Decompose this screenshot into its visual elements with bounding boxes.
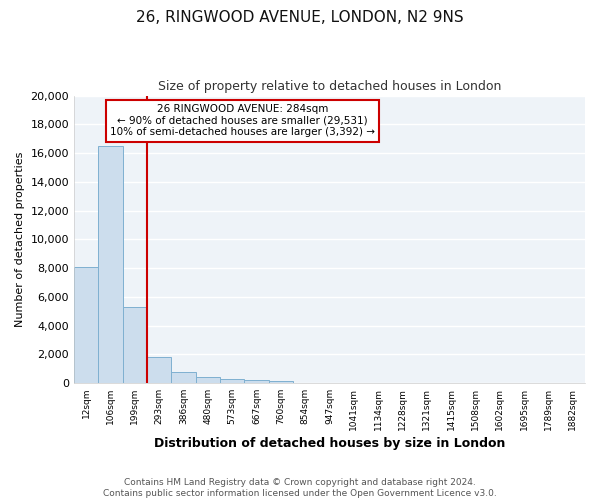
- Bar: [269, 381, 293, 383]
- Text: 26, RINGWOOD AVENUE, LONDON, N2 9NS: 26, RINGWOOD AVENUE, LONDON, N2 9NS: [136, 10, 464, 25]
- Y-axis label: Number of detached properties: Number of detached properties: [15, 152, 25, 327]
- Bar: [196, 378, 220, 383]
- Bar: [123, 307, 147, 383]
- Bar: [220, 380, 244, 383]
- Bar: [244, 380, 269, 383]
- X-axis label: Distribution of detached houses by size in London: Distribution of detached houses by size …: [154, 437, 505, 450]
- Bar: [147, 357, 172, 383]
- Text: Contains HM Land Registry data © Crown copyright and database right 2024.
Contai: Contains HM Land Registry data © Crown c…: [103, 478, 497, 498]
- Bar: [172, 372, 196, 383]
- Bar: [98, 146, 123, 383]
- Bar: [74, 266, 98, 383]
- Title: Size of property relative to detached houses in London: Size of property relative to detached ho…: [158, 80, 501, 93]
- Text: 26 RINGWOOD AVENUE: 284sqm
← 90% of detached houses are smaller (29,531)
10% of : 26 RINGWOOD AVENUE: 284sqm ← 90% of deta…: [110, 104, 375, 138]
